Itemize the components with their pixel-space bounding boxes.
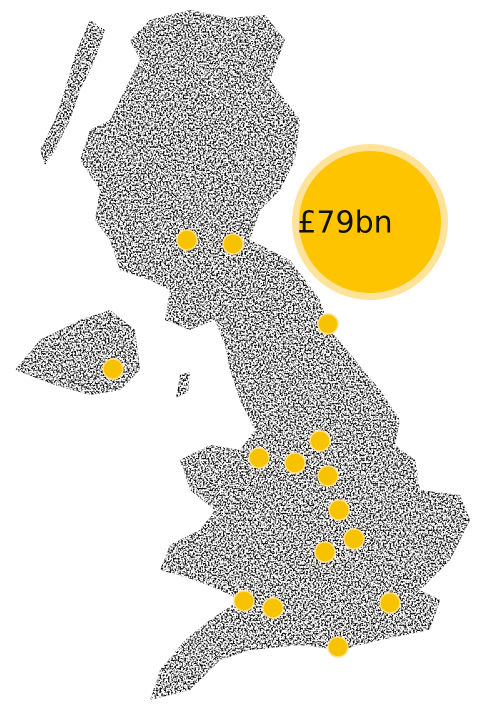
location-dot — [343, 528, 365, 550]
location-dot — [327, 636, 349, 658]
location-dot — [284, 452, 306, 474]
location-dot — [176, 229, 198, 251]
location-dot — [309, 430, 331, 452]
isle-of-man — [176, 372, 190, 398]
location-dot — [317, 465, 339, 487]
location-dot — [314, 541, 336, 563]
callout-bubble — [299, 151, 441, 293]
location-dot — [328, 499, 350, 521]
great-britain — [80, 10, 470, 700]
location-dot — [248, 447, 270, 469]
location-dot — [379, 592, 401, 614]
location-dots — [102, 229, 401, 658]
location-dot — [262, 597, 284, 619]
location-dot — [317, 313, 339, 335]
location-dot — [222, 233, 244, 255]
western-isles — [40, 20, 105, 165]
location-dot — [102, 358, 124, 380]
northern-ireland — [15, 310, 140, 395]
callout-label: £79bn — [297, 206, 392, 241]
location-dot — [233, 590, 255, 612]
